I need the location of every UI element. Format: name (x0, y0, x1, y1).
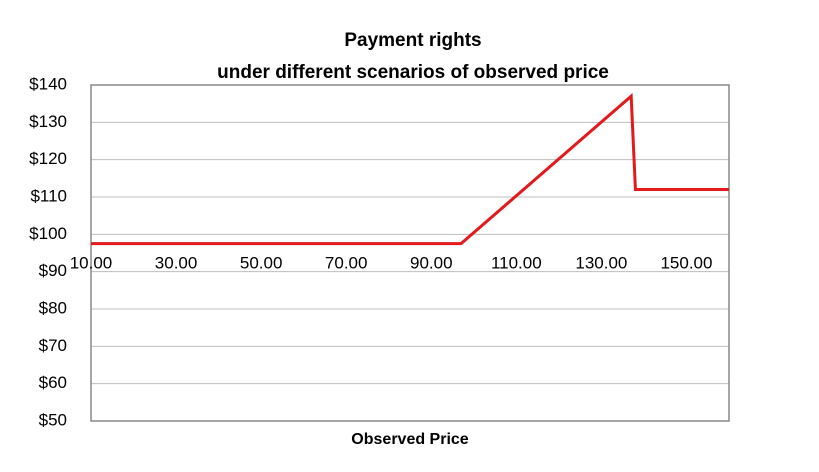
plot-border (90, 84, 730, 422)
x-axis-title: Observed Price (351, 431, 469, 448)
x-tick-label: 130.00 (575, 253, 627, 272)
x-tick-label: 70.00 (325, 253, 368, 272)
y-tick-label: $140 (29, 74, 67, 93)
x-tick-label: 90.00 (410, 253, 453, 272)
y-tick-label: $80 (39, 298, 67, 317)
chart-title: Payment rights (344, 30, 481, 51)
y-tick-label: $50 (39, 410, 67, 429)
x-tick-label: 10.00 (70, 253, 113, 272)
line (91, 93, 729, 246)
x-tick-label: 30.00 (155, 253, 198, 272)
y-tick-label: $60 (39, 373, 67, 392)
y-tick-label: $130 (29, 112, 67, 131)
y-tick-label: $90 (39, 261, 67, 280)
x-tick-label: 150.00 (660, 253, 712, 272)
y-tick-label: $70 (39, 336, 67, 355)
x-tick-label: 50.00 (240, 253, 283, 272)
y-tick-label: $110 (30, 186, 67, 205)
x-tick-label: 110.00 (491, 253, 542, 272)
y-tick-label: $100 (29, 224, 67, 243)
chart-subtitle: under different scenarios of observed pr… (217, 62, 609, 83)
y-tick-label: $120 (29, 149, 67, 168)
